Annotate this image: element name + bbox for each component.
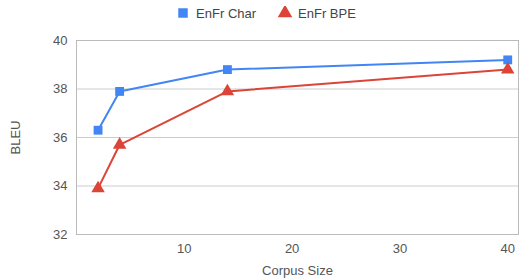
svg-text:30: 30	[393, 241, 407, 256]
svg-text:34: 34	[53, 178, 67, 193]
svg-text:40: 40	[53, 33, 67, 48]
svg-text:20: 20	[285, 241, 299, 256]
svg-text:10: 10	[177, 241, 191, 256]
html-text:EnFr BPE: EnFr BPE	[298, 5, 356, 21]
svg-text:BLEU: BLEU	[8, 121, 23, 155]
svg-text:38: 38	[53, 81, 67, 96]
svg-text:40: 40	[500, 241, 514, 256]
svg-text:32: 32	[53, 227, 67, 242]
svg-text:Corpus Size: Corpus Size	[262, 263, 333, 278]
html-text:EnFr Char: EnFr Char	[196, 5, 257, 21]
svg-text:36: 36	[53, 130, 67, 145]
